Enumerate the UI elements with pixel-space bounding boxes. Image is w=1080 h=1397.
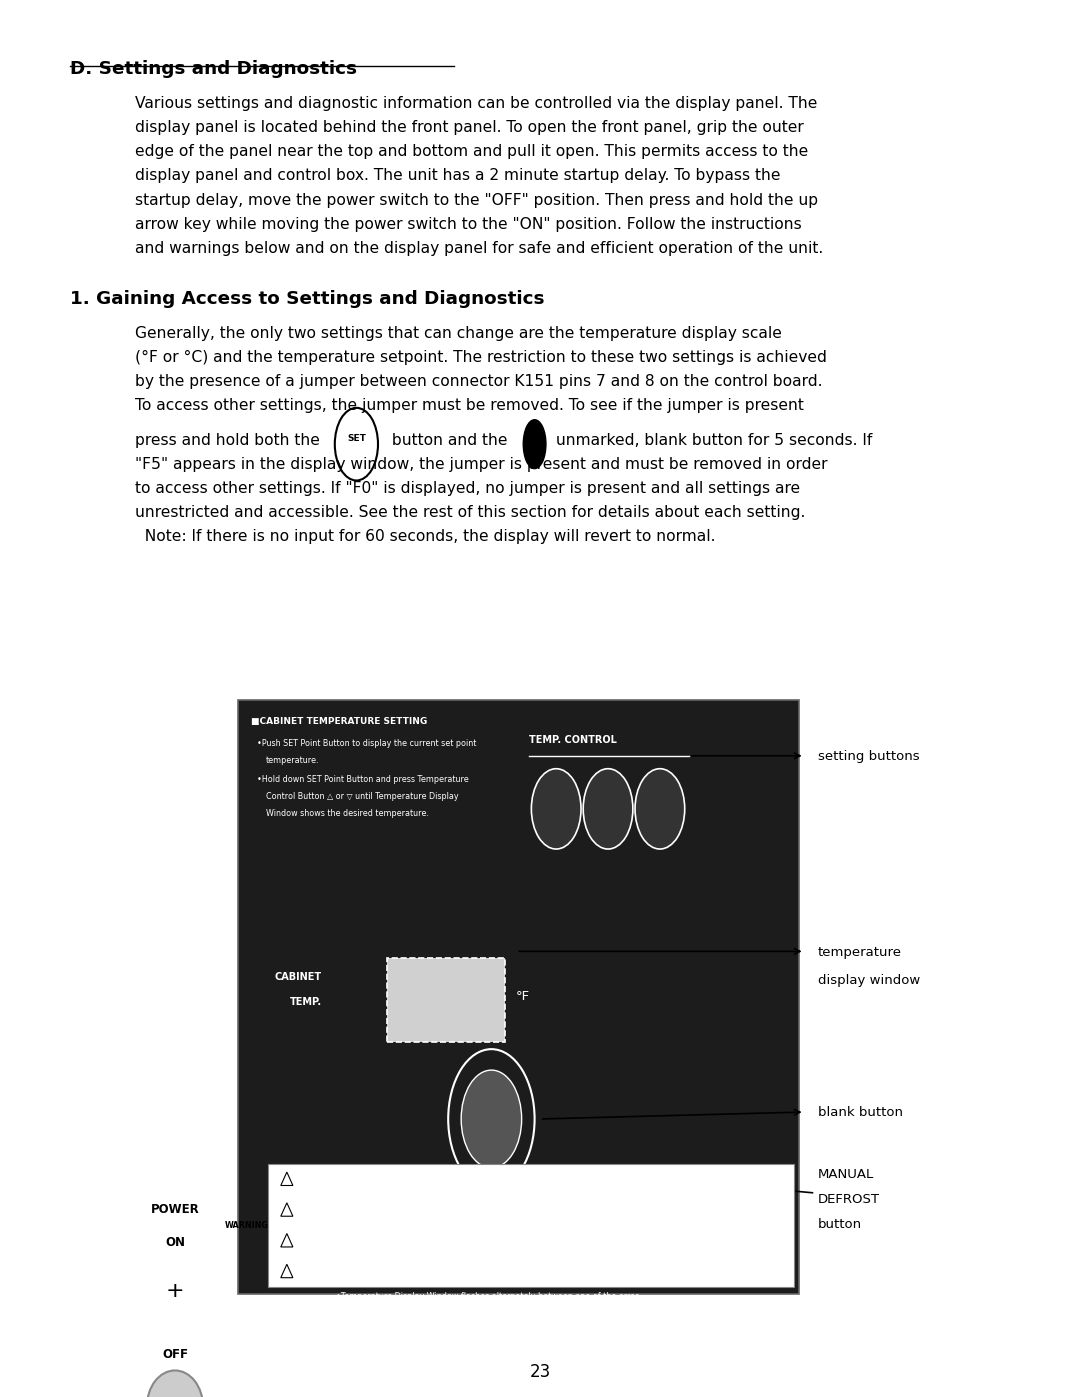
- Text: by the presence of a jumper between connector K151 pins 7 and 8 on the control b: by the presence of a jumper between conn…: [135, 374, 823, 390]
- Text: display window: display window: [818, 974, 920, 986]
- Ellipse shape: [523, 419, 546, 468]
- Text: • Door(s) left open.: • Door(s) left open.: [351, 1341, 429, 1350]
- Text: and warnings below and on the display panel for safe and efficient operation of : and warnings below and on the display pa…: [135, 240, 823, 256]
- Text: Risk of injury: Risk of injury: [302, 1203, 348, 1208]
- Ellipse shape: [461, 1070, 522, 1168]
- Text: •Temperature Display Window flashes alternately between one of the error: •Temperature Display Window flashes alte…: [336, 1292, 638, 1301]
- Text: WARNING: WARNING: [225, 1221, 268, 1229]
- FancyBboxPatch shape: [238, 700, 799, 1294]
- Text: TEMP. CONTROL: TEMP. CONTROL: [529, 735, 617, 745]
- Ellipse shape: [583, 768, 633, 849]
- Text: Risk of electric shock and injury.: Risk of electric shock and injury.: [302, 1264, 416, 1270]
- Text: Generally, the only two settings that can change are the temperature display sca: Generally, the only two settings that ca…: [135, 326, 782, 341]
- Text: press and hold both the: press and hold both the: [135, 433, 325, 448]
- Text: codes from “E1” to “E9” and cabinet temperature in case of trouble.: codes from “E1” to “E9” and cabinet temp…: [342, 1309, 619, 1317]
- Text: •E7 - Condenser clogged or ambient temperature too high:: •E7 - Condenser clogged or ambient tempe…: [342, 1387, 582, 1396]
- Text: arrow key while moving the power switch to the "ON" position. Follow the instruc: arrow key while moving the power switch …: [135, 217, 801, 232]
- Text: Risk of injury: Risk of injury: [302, 1172, 348, 1178]
- Text: +: +: [165, 1281, 185, 1301]
- Text: button: button: [818, 1218, 862, 1231]
- Text: display panel and control box. The unit has a 2 minute startup delay. To bypass : display panel and control box. The unit …: [135, 169, 781, 183]
- Text: 304129-01B: 304129-01B: [746, 1284, 791, 1289]
- Text: MANUAL: MANUAL: [472, 1193, 511, 1201]
- Text: °F: °F: [516, 989, 530, 1003]
- Text: CABINET: CABINET: [274, 972, 322, 982]
- Text: to access other settings. If "F0" is displayed, no jumper is present and all set: to access other settings. If "F0" is dis…: [135, 482, 800, 496]
- Text: •Hold down SET Point Button and press Temperature: •Hold down SET Point Button and press Te…: [257, 775, 469, 784]
- Text: 1. Gaining Access to Settings and Diagnostics: 1. Gaining Access to Settings and Diagno…: [70, 289, 544, 307]
- Text: • Warm or hot foods inside.: • Warm or hot foods inside.: [351, 1356, 462, 1365]
- Text: ■CABINET TEMPERATURE SETTING: ■CABINET TEMPERATURE SETTING: [251, 717, 427, 725]
- Text: Do not put anything inside. The Fan is rotating rapidly inside.: Do not put anything inside. The Fan is r…: [302, 1217, 517, 1222]
- Text: ON: ON: [165, 1236, 185, 1249]
- Text: temperature: temperature: [818, 946, 902, 958]
- Text: •Temperature Display Window shows 'dF' during defrost cycle.: •Temperature Display Window shows 'dF' d…: [336, 1211, 588, 1220]
- Text: Do not touch the Condenser or Evaporator Fins directly.: Do not touch the Condenser or Evaporator…: [302, 1186, 497, 1192]
- Text: +: +: [170, 1394, 180, 1397]
- Text: blank button: blank button: [818, 1106, 903, 1119]
- Text: • Installed near high heat producing equipment.: • Installed near high heat producing equ…: [351, 1372, 545, 1380]
- Text: "F5" appears in the display window, the jumper is present and must be removed in: "F5" appears in the display window, the …: [135, 457, 827, 472]
- Text: SET: SET: [347, 434, 366, 443]
- Text: ■DEFROST: ■DEFROST: [329, 1192, 386, 1200]
- Ellipse shape: [531, 768, 581, 849]
- Text: DEFROST: DEFROST: [471, 1210, 512, 1218]
- Text: Note: If there is no input for 60 seconds, the display will revert to normal.: Note: If there is no input for 60 second…: [135, 529, 715, 545]
- Text: unmarked, blank button for 5 seconds. If: unmarked, blank button for 5 seconds. If: [551, 433, 873, 448]
- Text: 23: 23: [529, 1363, 551, 1380]
- Text: Risk of burn: Risk of burn: [302, 1234, 345, 1239]
- Text: TEMP.: TEMP.: [289, 997, 322, 1007]
- Text: temperature.: temperature.: [266, 756, 320, 764]
- Text: Control Button △ or ▽ until Temperature Display: Control Button △ or ▽ until Temperature …: [266, 792, 458, 800]
- Ellipse shape: [635, 768, 685, 849]
- Text: To access other settings, the jumper must be removed. To see if the jumper is pr: To access other settings, the jumper mus…: [135, 398, 804, 414]
- Text: Various settings and diagnostic information can be controlled via the display pa: Various settings and diagnostic informat…: [135, 96, 818, 112]
- Text: POWER: POWER: [150, 1203, 200, 1215]
- Text: ▲: ▲: [604, 795, 612, 809]
- Text: SET: SET: [548, 798, 565, 806]
- Text: button and the: button and the: [387, 433, 512, 448]
- Text: DEFROST: DEFROST: [818, 1193, 879, 1206]
- Text: setting buttons: setting buttons: [818, 750, 919, 763]
- Text: unrestricted and accessible. See the rest of this section for details about each: unrestricted and accessible. See the res…: [135, 506, 806, 521]
- Text: ■MANUAL DEFROST: ■MANUAL DEFROST: [329, 1231, 432, 1239]
- Ellipse shape: [147, 1370, 203, 1397]
- Text: •Push SET Point Button to display the current set point: •Push SET Point Button to display the cu…: [257, 739, 476, 747]
- Text: OFF: OFF: [162, 1348, 188, 1361]
- Text: edge of the panel near the top and bottom and pull it open. This permits access : edge of the panel near the top and botto…: [135, 144, 808, 159]
- Text: startup delay, move the power switch to the "OFF" position. Then press and hold : startup delay, move the power switch to …: [135, 193, 819, 208]
- Text: ▼: ▼: [656, 795, 664, 809]
- Text: Window shows the desired temperature.: Window shows the desired temperature.: [266, 809, 429, 817]
- Text: ■ERROR CODE DISPLAY: ■ERROR CODE DISPLAY: [329, 1273, 449, 1281]
- Text: •E1 - Cabinet temperature too high:: •E1 - Cabinet temperature too high:: [342, 1326, 488, 1334]
- Text: D. Settings and Diagnostics: D. Settings and Diagnostics: [70, 60, 357, 78]
- Text: MANUAL: MANUAL: [818, 1168, 874, 1180]
- Text: Do not touch the hot parts inside.: Do not touch the hot parts inside.: [302, 1248, 420, 1253]
- Text: •Hold down Manual Defrost Button for 5 seconds to start defrost cycle.: •Hold down Manual Defrost Button for 5 s…: [336, 1250, 622, 1259]
- Text: display panel is located behind the front panel. To open the front panel, grip t: display panel is located behind the fron…: [135, 120, 804, 136]
- Text: (°F or °C) and the temperature setpoint. The restriction to these two settings i: (°F or °C) and the temperature setpoint.…: [135, 351, 827, 365]
- FancyBboxPatch shape: [387, 958, 505, 1042]
- FancyBboxPatch shape: [268, 1164, 794, 1287]
- Text: Before servicing, turn off Power Switch and unplug the unit or disconnect main p: Before servicing, turn off Power Switch …: [302, 1278, 605, 1284]
